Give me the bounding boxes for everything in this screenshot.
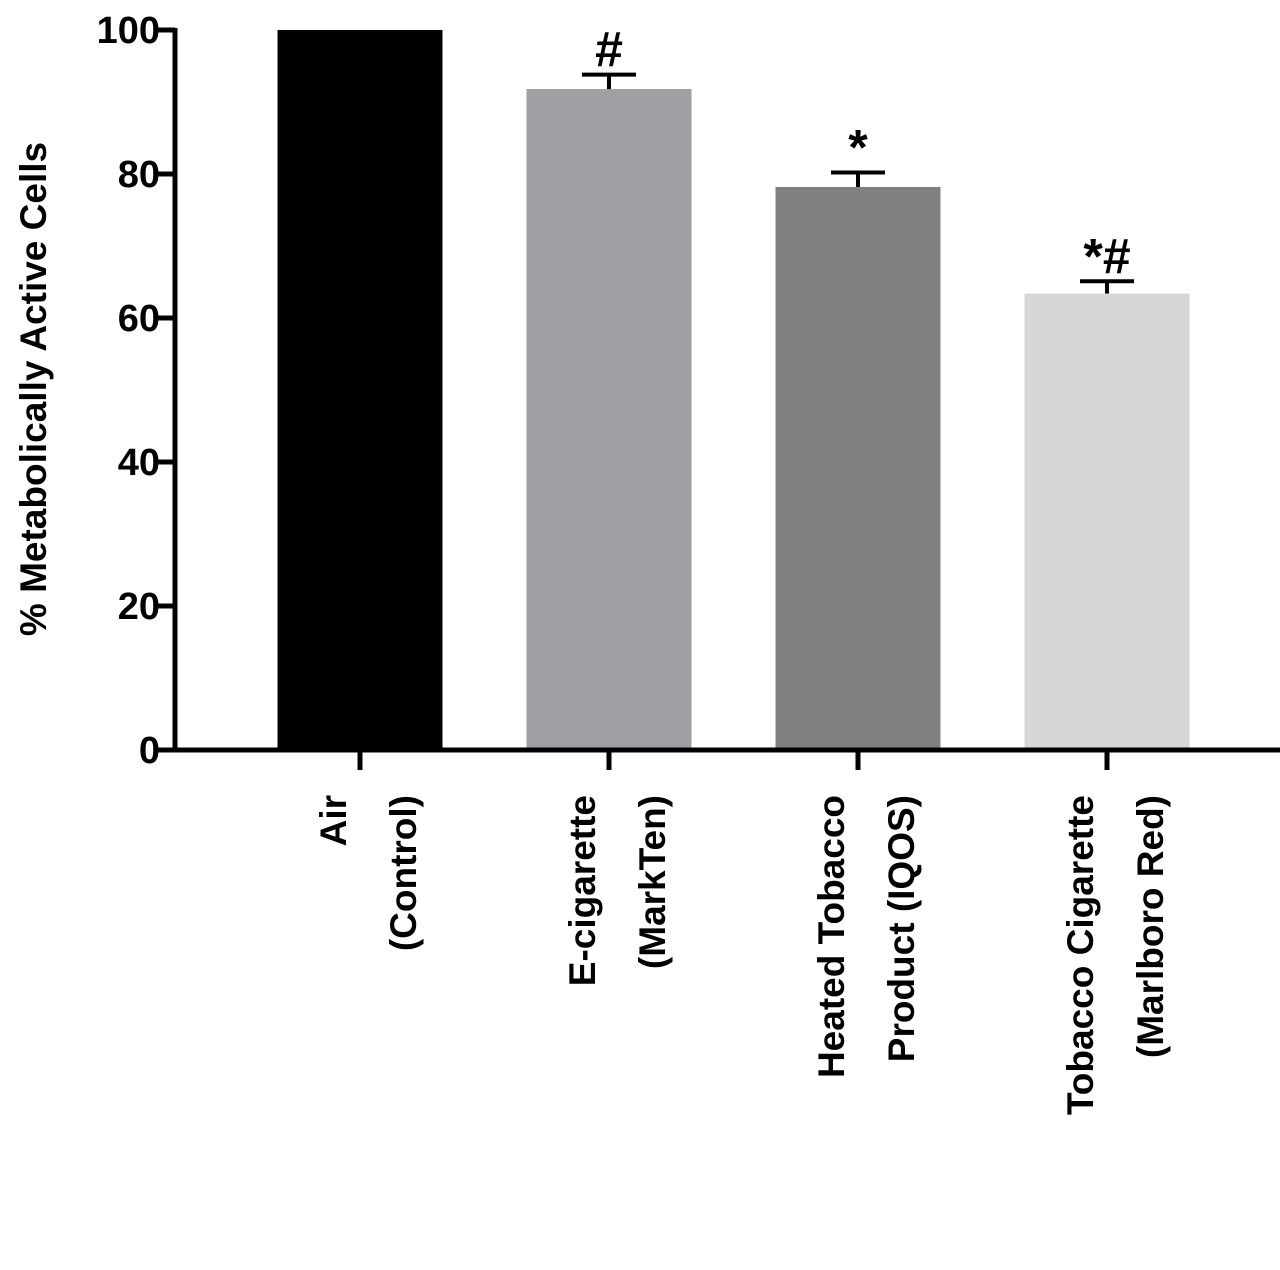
y-tick-label: 40 bbox=[118, 442, 160, 484]
y-ticks: 0 20 40 60 80 100 bbox=[97, 10, 175, 772]
x-tick-label: Air bbox=[313, 795, 354, 846]
x-ticks: Air (Control) E-cigarette (MarkTen) Heated T… bbox=[313, 750, 1171, 1115]
significance-label: # bbox=[595, 22, 623, 78]
x-tick-label: (Control) bbox=[383, 795, 424, 951]
x-tick-label: Heated Tobacco bbox=[811, 795, 852, 1078]
significance-annotations: # * *# bbox=[595, 22, 1131, 285]
x-tick-label: (MarkTen) bbox=[632, 795, 673, 969]
x-tick-label: Tobacco Cigarette bbox=[1060, 795, 1101, 1115]
bar bbox=[526, 89, 692, 751]
x-tick-label: Product (IQOS) bbox=[881, 795, 922, 1062]
bars bbox=[277, 30, 1190, 751]
error-bars bbox=[582, 72, 1134, 294]
x-tick-label: E-cigarette bbox=[562, 795, 603, 986]
bar bbox=[1024, 293, 1190, 750]
y-tick-label: 60 bbox=[118, 298, 160, 340]
significance-label: * bbox=[848, 120, 868, 176]
y-tick-label: 0 bbox=[139, 730, 160, 772]
y-tick-label: 100 bbox=[97, 10, 160, 52]
bar bbox=[775, 186, 941, 750]
significance-label: *# bbox=[1083, 228, 1130, 284]
y-axis-label: % Metabolically Active Cells bbox=[13, 142, 54, 636]
bar bbox=[277, 30, 443, 750]
y-tick-label: 80 bbox=[118, 154, 160, 196]
y-tick-label: 20 bbox=[118, 586, 160, 628]
x-tick-label: (Marlboro Red) bbox=[1130, 795, 1171, 1058]
